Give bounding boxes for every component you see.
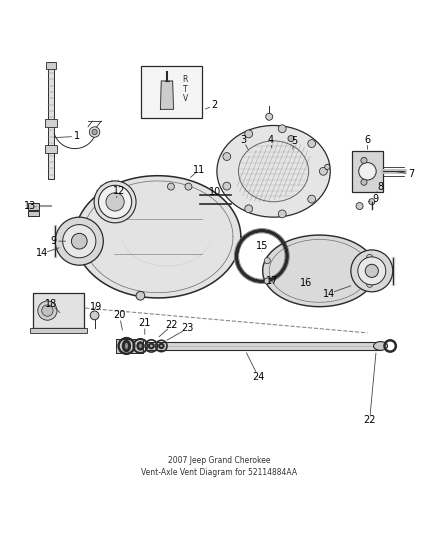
Circle shape bbox=[308, 195, 316, 203]
Circle shape bbox=[264, 278, 270, 284]
Text: 14: 14 bbox=[36, 248, 48, 259]
Circle shape bbox=[92, 130, 97, 135]
Circle shape bbox=[278, 125, 286, 133]
Text: 2: 2 bbox=[212, 100, 218, 110]
Circle shape bbox=[42, 305, 53, 316]
Text: 10: 10 bbox=[208, 187, 221, 197]
Bar bbox=[30, 328, 87, 333]
Circle shape bbox=[185, 183, 192, 190]
Text: 22: 22 bbox=[364, 415, 376, 425]
Text: 7: 7 bbox=[408, 169, 414, 179]
Circle shape bbox=[63, 224, 96, 258]
Text: 9: 9 bbox=[372, 194, 378, 204]
Text: 4: 4 bbox=[268, 135, 274, 145]
Text: 6: 6 bbox=[364, 135, 371, 145]
Text: 16: 16 bbox=[300, 278, 312, 288]
Bar bbox=[352, 151, 383, 192]
Circle shape bbox=[38, 301, 57, 320]
Text: 11: 11 bbox=[193, 165, 205, 175]
Circle shape bbox=[245, 130, 253, 138]
Bar bbox=[33, 293, 84, 328]
Circle shape bbox=[325, 164, 330, 169]
Text: 14: 14 bbox=[323, 288, 335, 298]
Polygon shape bbox=[75, 176, 241, 298]
Bar bbox=[141, 66, 202, 118]
Text: 2007 Jeep Grand Cherokee
Vent-Axle Vent Diagram for 52114884AA: 2007 Jeep Grand Cherokee Vent-Axle Vent … bbox=[141, 456, 297, 477]
Circle shape bbox=[369, 199, 375, 205]
Ellipse shape bbox=[123, 341, 130, 351]
Circle shape bbox=[308, 140, 316, 148]
Text: 23: 23 bbox=[181, 324, 194, 334]
Ellipse shape bbox=[217, 125, 330, 217]
Circle shape bbox=[351, 250, 393, 292]
Circle shape bbox=[55, 217, 103, 265]
Text: 13: 13 bbox=[24, 201, 36, 211]
Circle shape bbox=[106, 193, 124, 211]
Circle shape bbox=[356, 203, 363, 209]
Bar bbox=[45, 119, 57, 127]
Circle shape bbox=[367, 254, 373, 261]
Text: 1: 1 bbox=[74, 132, 80, 141]
Circle shape bbox=[89, 127, 100, 138]
Ellipse shape bbox=[374, 342, 388, 350]
Text: 18: 18 bbox=[45, 298, 57, 309]
Circle shape bbox=[264, 257, 270, 264]
Text: 12: 12 bbox=[113, 187, 126, 196]
Bar bbox=[45, 145, 57, 153]
Bar bbox=[48, 62, 54, 179]
Circle shape bbox=[359, 163, 376, 180]
Text: 5: 5 bbox=[291, 136, 297, 146]
Text: 19: 19 bbox=[90, 302, 102, 312]
Text: 20: 20 bbox=[113, 310, 126, 320]
Circle shape bbox=[245, 205, 253, 213]
Circle shape bbox=[288, 135, 294, 142]
Circle shape bbox=[367, 281, 373, 287]
Circle shape bbox=[278, 210, 286, 218]
Text: R
T
V: R T V bbox=[183, 75, 188, 103]
Bar bbox=[28, 203, 39, 210]
Polygon shape bbox=[160, 81, 173, 109]
Text: 22: 22 bbox=[166, 320, 178, 330]
Ellipse shape bbox=[159, 344, 164, 348]
Circle shape bbox=[94, 181, 136, 223]
Circle shape bbox=[266, 113, 273, 120]
Text: 24: 24 bbox=[252, 372, 265, 382]
Circle shape bbox=[223, 152, 231, 160]
Ellipse shape bbox=[149, 344, 154, 349]
Text: 9: 9 bbox=[50, 236, 56, 246]
Text: 21: 21 bbox=[138, 318, 151, 328]
Bar bbox=[117, 340, 143, 352]
Text: 15: 15 bbox=[256, 240, 268, 251]
Circle shape bbox=[71, 233, 87, 249]
Text: 3: 3 bbox=[240, 135, 246, 145]
Circle shape bbox=[223, 182, 231, 190]
Circle shape bbox=[167, 183, 174, 190]
Circle shape bbox=[361, 179, 367, 185]
Text: 17: 17 bbox=[266, 276, 279, 286]
Bar bbox=[145, 342, 381, 350]
Circle shape bbox=[361, 157, 367, 164]
Bar bbox=[28, 211, 39, 216]
Bar bbox=[46, 62, 56, 69]
Circle shape bbox=[136, 292, 145, 300]
Circle shape bbox=[358, 257, 386, 285]
Ellipse shape bbox=[138, 343, 143, 350]
Circle shape bbox=[99, 185, 132, 219]
Polygon shape bbox=[263, 235, 376, 306]
Circle shape bbox=[319, 167, 327, 175]
Circle shape bbox=[365, 264, 378, 277]
Text: 8: 8 bbox=[378, 182, 384, 192]
Circle shape bbox=[90, 311, 99, 320]
